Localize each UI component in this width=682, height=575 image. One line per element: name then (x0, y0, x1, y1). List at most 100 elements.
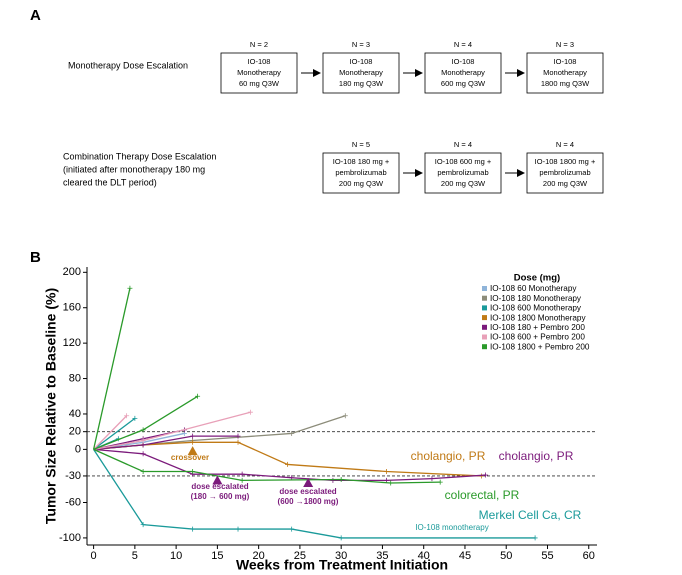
legend-swatch (482, 344, 487, 350)
point-marker (140, 438, 146, 444)
point-marker (388, 480, 394, 486)
step-text: pembrolizumab (437, 168, 488, 177)
step-text: 1800 mg Q3W (541, 79, 590, 88)
row-title: Monotherapy Dose Escalation (68, 60, 188, 70)
annotation: crossover (171, 453, 209, 462)
point-marker (190, 439, 196, 445)
patient-line (92, 288, 131, 450)
point-marker (140, 442, 146, 448)
annotation: Merkel Cell Ca, CR (479, 508, 582, 522)
step-box (322, 52, 400, 94)
y-tick-label: 200 (63, 266, 81, 278)
step-box (424, 52, 502, 94)
x-axis-label: Weeks from Treatment Initiation (236, 557, 448, 573)
step-box (322, 152, 400, 194)
annotation: cholangio, PR (499, 449, 574, 463)
patient-line (93, 415, 128, 450)
point-marker (140, 427, 146, 433)
step-text: 600 mg Q3W (441, 79, 486, 88)
event-marker (303, 478, 314, 488)
step-text: Monotherapy (339, 68, 383, 77)
step-text: IO-108 180 mg + (333, 157, 390, 166)
y-tick-label: 120 (63, 337, 81, 349)
step-text: Monotherapy (543, 68, 587, 77)
legend-swatch (482, 334, 487, 340)
legend-swatch (482, 315, 487, 321)
step-text: 200 mg Q3W (543, 179, 588, 188)
point-marker (239, 471, 245, 477)
event-marker (187, 446, 198, 456)
y-tick-label: -30 (65, 470, 81, 482)
n-label: N = 4 (454, 40, 472, 49)
y-tick-label: -100 (59, 532, 81, 544)
step-text: Monotherapy (441, 68, 485, 77)
point-marker (384, 477, 390, 483)
panel-label: A (30, 7, 41, 24)
x-tick-label: 15 (211, 550, 223, 562)
annotation: (180 → 600 mg) (191, 492, 250, 501)
x-tick-label: 45 (459, 550, 471, 562)
x-tick-label: 10 (170, 550, 182, 562)
patient-line (93, 435, 239, 451)
legend-swatch (482, 324, 487, 330)
point-marker (384, 469, 390, 475)
point-marker (338, 535, 344, 541)
panel-label: B (30, 249, 41, 266)
row-title: (initiated after monotherapy 180 mg (63, 164, 205, 174)
point-marker (289, 430, 295, 436)
point-marker (190, 469, 196, 475)
point-marker (140, 522, 146, 528)
step-text: 200 mg Q3W (339, 179, 384, 188)
legend-label: IO-108 1800 + Pembro 200 (490, 342, 590, 351)
legend-label: IO-108 600 Monotherapy (490, 304, 582, 313)
step-text: Monotherapy (237, 68, 281, 77)
x-tick-label: 20 (253, 550, 265, 562)
x-tick-label: 40 (418, 550, 430, 562)
step-text: pembrolizumab (539, 168, 590, 177)
legend-label: IO-108 180 Monotherapy (490, 294, 582, 303)
point-marker (239, 477, 245, 483)
step-text: 60 mg Q3W (239, 79, 280, 88)
x-tick-label: 35 (376, 550, 388, 562)
step-text: 200 mg Q3W (441, 179, 486, 188)
point-marker (285, 461, 291, 467)
y-tick-label: 20 (69, 426, 81, 438)
point-marker (330, 477, 336, 483)
step-text: IO-108 600 mg + (435, 157, 492, 166)
patient-line (93, 417, 136, 450)
x-tick-label: 50 (500, 550, 512, 562)
row-title: Combination Therapy Dose Escalation (63, 151, 216, 161)
legend-swatch (482, 295, 487, 301)
n-label: N = 3 (352, 40, 370, 49)
point-marker (140, 451, 146, 457)
step-text: IO-108 (452, 57, 475, 66)
step-text: IO-108 1800 mg + (535, 157, 596, 166)
n-label: N = 3 (556, 40, 574, 49)
annotation: colorectal, PR (445, 488, 520, 502)
annotation: IO-108 monotherapy (415, 523, 488, 532)
point-marker (247, 409, 253, 415)
point-marker (483, 472, 489, 478)
step-text: IO-108 (350, 57, 373, 66)
point-marker (429, 476, 435, 482)
legend-label: IO-108 600 + Pembro 200 (490, 333, 585, 342)
x-tick-label: 55 (541, 550, 553, 562)
legend-label: IO-108 180 + Pembro 200 (490, 323, 585, 332)
y-tick-label: -60 (65, 496, 81, 508)
x-tick-label: 60 (583, 550, 595, 562)
legend-swatch (482, 305, 487, 311)
y-tick-label: 80 (69, 372, 81, 384)
point-marker (190, 526, 196, 532)
point-marker (127, 285, 133, 291)
n-label: N = 4 (454, 140, 472, 149)
legend-swatch (482, 286, 487, 291)
annotation: dose escalated (279, 487, 336, 496)
x-tick-label: 30 (335, 550, 347, 562)
x-tick-label: 0 (91, 550, 97, 562)
step-box (526, 152, 604, 194)
annotation: cholangio, PR (411, 449, 486, 463)
point-marker (532, 535, 538, 541)
step-box (424, 152, 502, 194)
point-marker (289, 526, 295, 532)
